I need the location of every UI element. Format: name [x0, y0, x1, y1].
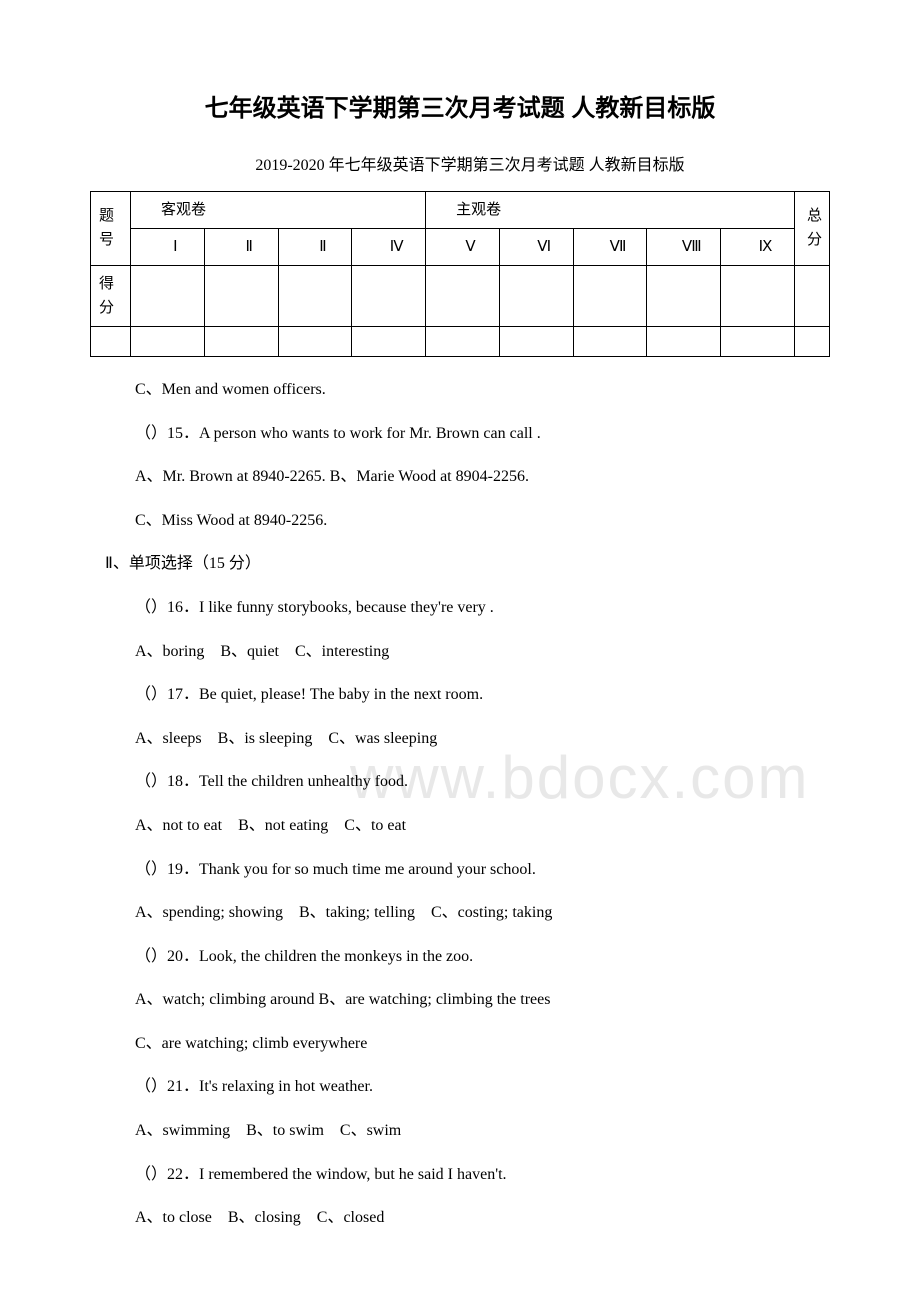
- options-15-ab: A、Mr. Brown at 8940-2265. B、Marie Wood a…: [135, 464, 830, 490]
- empty-cell: [426, 326, 500, 356]
- empty-cell: [795, 326, 830, 356]
- score-cell: [278, 265, 352, 326]
- subjective-header: 主观卷: [426, 191, 795, 228]
- options-18: A、not to eat B、not eating C、to eat: [135, 813, 830, 839]
- empty-cell: [131, 326, 205, 356]
- score-cell: [204, 265, 278, 326]
- question-17: （）17．Be quiet, please! The baby in the n…: [135, 682, 830, 708]
- empty-cell: [91, 326, 131, 356]
- options-15-c: C、Miss Wood at 8940-2256.: [135, 508, 830, 534]
- roman-7: Ⅶ: [573, 228, 647, 265]
- empty-cell: [499, 326, 573, 356]
- roman-3: Ⅱ: [278, 228, 352, 265]
- objective-header: 客观卷: [131, 191, 426, 228]
- score-cell: [426, 265, 500, 326]
- question-22: （）22．I remembered the window, but he sai…: [135, 1162, 830, 1188]
- roman-4: Ⅳ: [352, 228, 426, 265]
- empty-cell: [647, 326, 721, 356]
- options-20-ab: A、watch; climbing around B、are watching;…: [135, 987, 830, 1013]
- score-cell: [499, 265, 573, 326]
- score-table: 题号 客观卷 主观卷 总分 Ⅰ Ⅱ Ⅱ Ⅳ Ⅴ Ⅵ Ⅶ Ⅷ Ⅸ 得分: [90, 191, 830, 357]
- roman-5: Ⅴ: [426, 228, 500, 265]
- options-22: A、to close B、closing C、closed: [135, 1205, 830, 1231]
- question-16: （）16．I like funny storybooks, because th…: [135, 595, 830, 621]
- score-cell: [573, 265, 647, 326]
- empty-cell: [352, 326, 426, 356]
- empty-cell: [573, 326, 647, 356]
- question-19: （）19．Thank you for so much time me aroun…: [135, 857, 830, 883]
- label-score: 得分: [91, 265, 131, 326]
- options-19: A、spending; showing B、taking; telling C、…: [135, 900, 830, 926]
- score-cell: [721, 265, 795, 326]
- score-cell: [131, 265, 205, 326]
- score-cell: [647, 265, 721, 326]
- label-total: 总分: [795, 191, 830, 265]
- empty-cell: [278, 326, 352, 356]
- options-21: A、swimming B、to swim C、swim: [135, 1118, 830, 1144]
- question-20: （）20．Look, the children the monkeys in t…: [135, 944, 830, 970]
- option-c-14: C、Men and women officers.: [135, 377, 830, 403]
- page-title: 七年级英语下学期第三次月考试题 人教新目标版: [90, 90, 830, 128]
- empty-cell: [204, 326, 278, 356]
- section-2-header: Ⅱ、单项选择（15 分）: [90, 551, 830, 577]
- score-cell: [795, 265, 830, 326]
- roman-9: Ⅸ: [721, 228, 795, 265]
- empty-cell: [721, 326, 795, 356]
- roman-1: Ⅰ: [131, 228, 205, 265]
- label-question-number: 题号: [91, 191, 131, 265]
- options-16: A、boring B、quiet C、interesting: [135, 639, 830, 665]
- roman-6: Ⅵ: [499, 228, 573, 265]
- question-18: （）18．Tell the children unhealthy food.: [135, 769, 830, 795]
- question-21: （）21．It's relaxing in hot weather.: [135, 1074, 830, 1100]
- roman-8: Ⅷ: [647, 228, 721, 265]
- subtitle: 2019-2020 年七年级英语下学期第三次月考试题 人教新目标版: [90, 153, 830, 179]
- options-17: A、sleeps B、is sleeping C、was sleeping: [135, 726, 830, 752]
- options-20-c: C、are watching; climb everywhere: [135, 1031, 830, 1057]
- roman-2: Ⅱ: [204, 228, 278, 265]
- question-15: （）15．A person who wants to work for Mr. …: [135, 421, 830, 447]
- score-cell: [352, 265, 426, 326]
